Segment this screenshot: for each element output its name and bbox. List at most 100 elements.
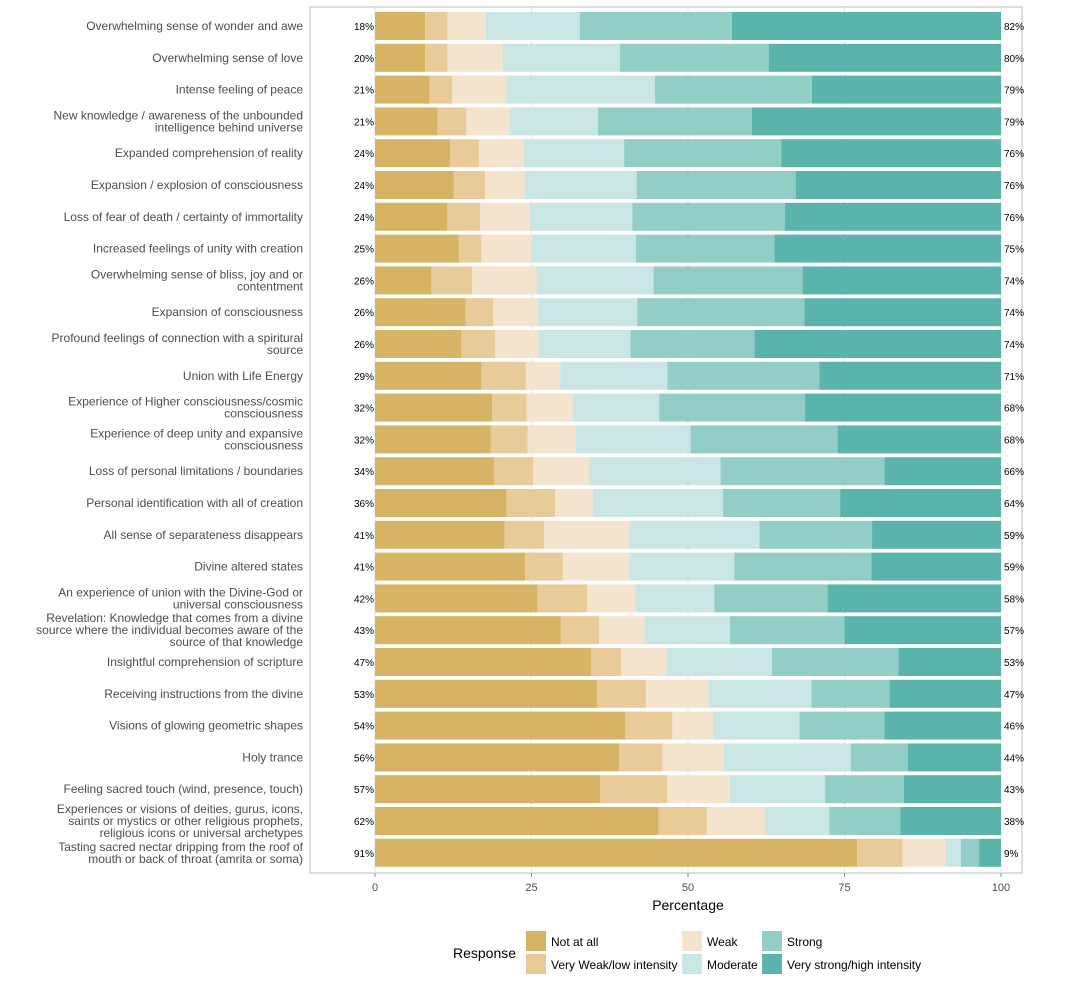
left-percent-label: 24%: [354, 181, 374, 192]
bar-segment: [889, 679, 1001, 708]
bar-segment: [827, 584, 1001, 613]
right-percent-label: 46%: [1004, 722, 1024, 733]
left-percent-label: 26%: [354, 276, 374, 287]
bar-segment: [446, 202, 481, 231]
category-label: Insightful comprehension of scripture: [107, 655, 303, 669]
category-label: New knowledge / awareness of the unbound…: [53, 108, 303, 134]
category-label: Intense feeling of peace: [176, 83, 304, 97]
right-percent-label: 68%: [1004, 404, 1024, 415]
legend-swatch: [526, 954, 546, 974]
right-percent-label: 57%: [1004, 626, 1024, 637]
bar-segment: [945, 838, 961, 867]
right-percent-label: 74%: [1004, 340, 1024, 351]
bar-segment: [375, 616, 561, 645]
bar-segment: [375, 139, 451, 168]
category-label-line: source where the individual becomes awar…: [36, 623, 303, 637]
category-label: Experience of Higher consciousness/cosmi…: [68, 395, 303, 421]
bar-segment: [599, 616, 645, 645]
bar-segment: [544, 520, 630, 549]
bar-segment: [506, 75, 655, 104]
bar-segment: [768, 43, 1001, 72]
bar-segment: [431, 266, 473, 295]
left-percent-label: 41%: [354, 531, 374, 542]
bar-segment: [590, 648, 622, 676]
left-percent-labels: 18% 20% 21% 21% 24% 24% 24% 25% 26% 26% 26% 29% 32% 3…: [354, 22, 374, 860]
right-percent-label: 44%: [1004, 753, 1024, 764]
bar-segment: [844, 616, 1001, 645]
bar-segment: [375, 743, 620, 772]
bar-segment: [729, 616, 845, 645]
left-percent-label: 41%: [354, 563, 374, 574]
bar-segment: [884, 457, 1001, 486]
category-label-line: mouth or back of throat (amrita or soma): [88, 852, 303, 866]
category-label: Overwhelming sense of bliss, joy and or c…: [91, 267, 304, 293]
bar-segment: [754, 330, 1001, 358]
right-percent-label: 75%: [1004, 245, 1024, 256]
bar-segment: [625, 711, 673, 740]
bar-segment: [632, 202, 786, 231]
bar-segment: [636, 234, 775, 263]
category-label-line: Expansion / explosion of consciousness: [91, 178, 303, 192]
bar-segment: [829, 807, 901, 835]
bar-segment: [672, 711, 714, 740]
category-label: Increased feelings of unity with creatio…: [93, 242, 303, 256]
bar-segment: [795, 171, 1001, 199]
bar-segment: [481, 361, 526, 390]
bar-segment: [447, 12, 486, 40]
bar-segment: [375, 489, 507, 517]
bar-segment: [375, 107, 438, 136]
bar-segment: [375, 838, 858, 867]
bar-segment: [506, 489, 556, 517]
bar-segment: [375, 584, 538, 613]
bar-segment: [555, 489, 593, 517]
right-percent-label: 53%: [1004, 658, 1024, 669]
right-percent-label: 47%: [1004, 690, 1024, 701]
bar-segment: [375, 552, 526, 581]
right-percent-label: 59%: [1004, 531, 1024, 542]
category-label: Feeling sacred touch (wind, presence, to…: [64, 782, 303, 796]
bar-segment: [450, 139, 479, 168]
bar-segment: [537, 584, 588, 613]
x-tick-label: 25: [525, 882, 537, 894]
category-label-line: Visions of glowing geometric shapes: [109, 719, 303, 733]
bar-segment: [492, 393, 527, 422]
legend-title: Response: [453, 945, 516, 961]
bar-segment: [636, 171, 796, 199]
bar-segment: [575, 425, 691, 454]
category-label-line: Profound feelings of connection with a s…: [52, 331, 303, 345]
category-label: Expansion / explosion of consciousness: [91, 178, 303, 192]
bar-segment: [811, 679, 890, 708]
left-percent-label: 54%: [354, 722, 374, 733]
left-percent-label: 26%: [354, 340, 374, 351]
legend-label: Moderate: [707, 958, 758, 972]
bar-segment: [375, 520, 505, 549]
category-label: Visions of glowing geometric shapes: [109, 719, 303, 733]
bar-segment: [437, 107, 467, 136]
bar-segment: [504, 520, 545, 549]
bar-segment: [538, 330, 631, 358]
bar-segment: [802, 266, 1001, 295]
bar-segment: [485, 171, 525, 199]
right-percent-label: 79%: [1004, 117, 1024, 128]
bar-segment: [871, 552, 1001, 581]
left-percent-label: 91%: [354, 849, 374, 860]
legend-label: Very Weak/low intensity: [551, 958, 678, 972]
category-label-line: Union with Life Energy: [183, 369, 303, 383]
right-percent-label: 66%: [1004, 467, 1024, 478]
bar-segment: [375, 775, 601, 804]
category-label: Tasting sacred nectar dripping from the …: [58, 840, 303, 866]
bar-segment: [907, 743, 1001, 772]
category-label-line: consciousness: [224, 407, 303, 421]
left-percent-label: 29%: [354, 372, 374, 383]
bar-segment: [375, 171, 454, 199]
bar-segment: [589, 457, 721, 486]
bar-segment: [375, 43, 426, 72]
bar-segment: [375, 298, 466, 327]
bar-segment: [751, 107, 1001, 136]
bar-segment: [587, 584, 636, 613]
left-percent-label: 25%: [354, 245, 374, 256]
left-percent-label: 43%: [354, 626, 374, 637]
category-label-line: Divine altered states: [194, 560, 303, 574]
bar-segment: [619, 43, 769, 72]
bar-segment: [465, 298, 494, 327]
